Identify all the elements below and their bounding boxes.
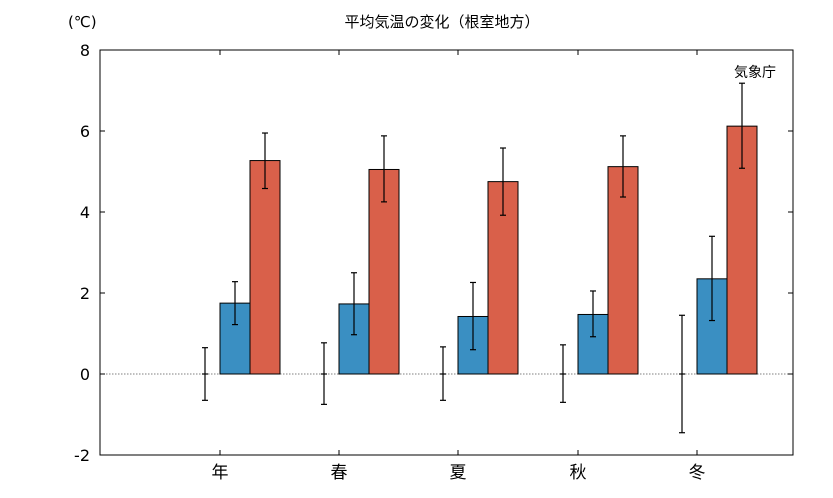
- bar: [607, 166, 639, 375]
- chart-marks: -2 0 2 4 6 8 年 春 夏 秋 冬: [74, 41, 793, 483]
- bar: [249, 160, 281, 375]
- y-tick-label: 4: [80, 203, 90, 222]
- y-tick-label: 0: [80, 365, 90, 384]
- y-unit-label: (℃): [68, 13, 97, 31]
- x-tick-label: 夏: [450, 463, 467, 483]
- y-tick-label: 6: [80, 122, 90, 141]
- plot-frame: [99, 49, 794, 456]
- x-tick-label: 秋: [570, 463, 587, 483]
- bar: [368, 168, 400, 375]
- chart-title: 平均気温の変化（根室地方）: [344, 13, 539, 31]
- x-tick-label: 春: [331, 463, 348, 483]
- y-tick-label: -2: [74, 446, 90, 465]
- y-tick-label: 8: [80, 41, 90, 60]
- source-label: 気象庁: [734, 65, 776, 81]
- x-tick-label: 年: [212, 463, 229, 483]
- y-tick-label: 2: [80, 284, 90, 303]
- x-tick-label: 冬: [689, 463, 706, 483]
